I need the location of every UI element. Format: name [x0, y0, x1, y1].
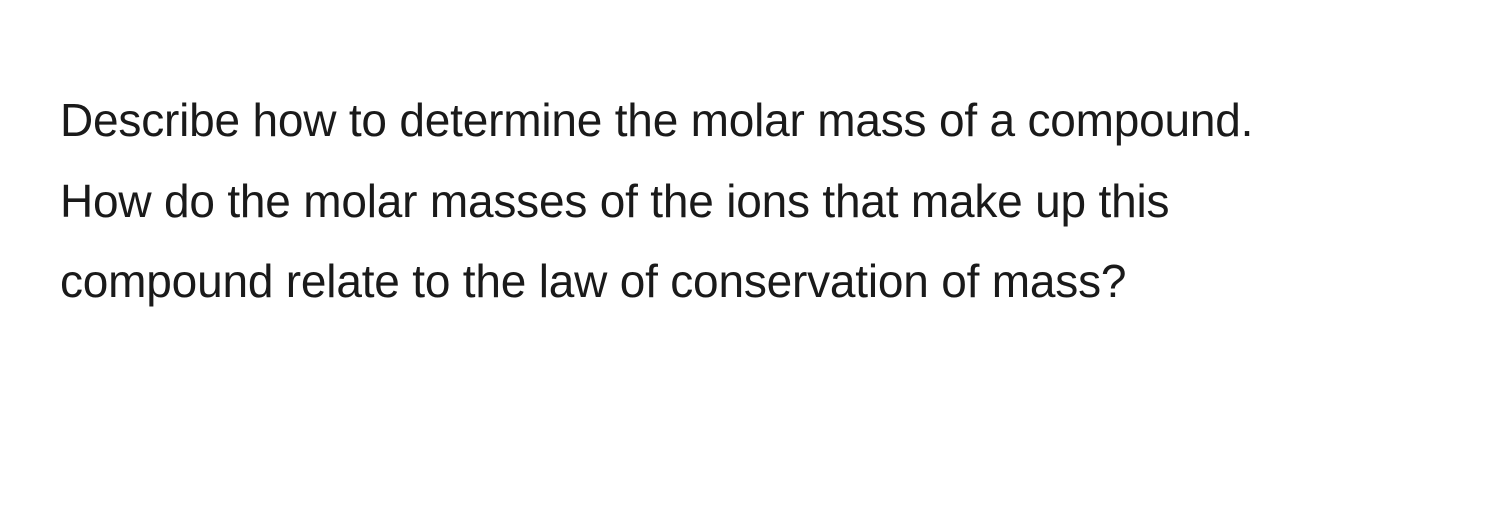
question-text: Describe how to determine the molar mass… — [60, 80, 1260, 322]
